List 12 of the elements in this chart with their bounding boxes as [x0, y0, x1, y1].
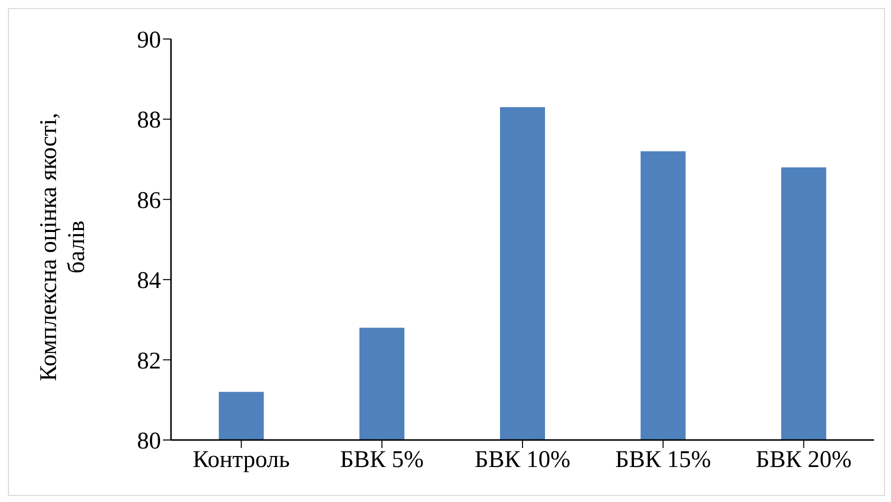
x-tick-label: БВК 10%: [474, 447, 570, 474]
y-tick-label: 86: [137, 188, 161, 214]
y-axis-title: Комплексна оцінка якості, балів: [36, 112, 90, 382]
y-tick-label: 82: [137, 348, 161, 374]
x-tick-label: БВК 20%: [756, 447, 852, 474]
x-tick-label: БВК 5%: [340, 447, 424, 474]
x-tick-label: Контроль: [192, 447, 290, 474]
x-tick-label: БВК 15%: [615, 447, 711, 474]
y-tick-label: 84: [137, 268, 161, 294]
y-tick-label: 90: [137, 28, 161, 54]
y-tick-label: 80: [137, 428, 161, 455]
y-tick-label: 88: [137, 108, 161, 134]
